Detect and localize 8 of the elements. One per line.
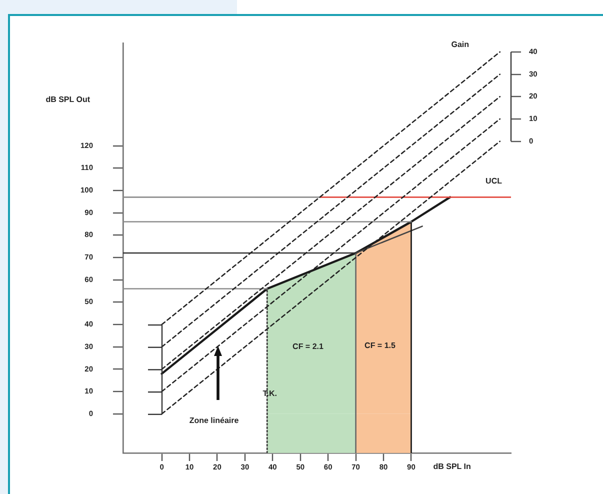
- y2-axis-title: Gain: [451, 40, 470, 50]
- annotation: T.K.: [262, 388, 278, 398]
- series-label: UCL: [486, 176, 502, 186]
- annotation: CF = 1.5: [364, 341, 396, 350]
- y-axis-title: dB SPL Out: [46, 94, 90, 104]
- annotation: CF = 2.1: [292, 342, 324, 352]
- annotation: Zone linéaire: [189, 416, 240, 426]
- x-axis-title: dB SPL In: [433, 462, 471, 472]
